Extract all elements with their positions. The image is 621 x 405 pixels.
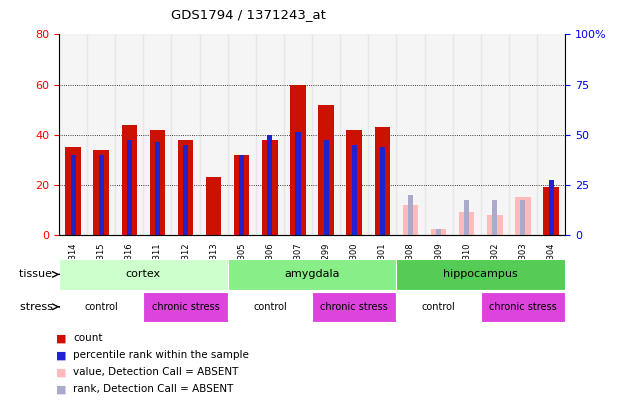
Text: ■: ■: [56, 384, 66, 394]
Bar: [284, 34, 312, 235]
Bar: [59, 259, 228, 290]
Bar: [65, 147, 81, 235]
Bar: [431, 229, 446, 235]
Bar: [548, 180, 553, 235]
Bar: [239, 155, 244, 235]
Bar: [312, 292, 396, 322]
Bar: [93, 150, 109, 235]
Bar: [459, 212, 474, 235]
Bar: [408, 195, 413, 235]
Bar: [262, 140, 278, 235]
Bar: [296, 132, 301, 235]
Bar: [319, 104, 334, 235]
Bar: [256, 34, 284, 235]
Bar: [396, 292, 481, 322]
Bar: [403, 205, 418, 235]
Bar: [396, 259, 565, 290]
Text: tissue: tissue: [19, 269, 56, 279]
Bar: [436, 229, 441, 235]
Text: count: count: [73, 333, 103, 343]
Bar: [127, 140, 132, 235]
Text: chronic stress: chronic stress: [489, 302, 557, 312]
Bar: [425, 34, 453, 235]
Bar: [543, 187, 559, 235]
Bar: [340, 34, 368, 235]
Bar: [520, 200, 525, 235]
Bar: [290, 85, 306, 235]
Bar: [59, 292, 143, 322]
Bar: [464, 200, 469, 235]
Bar: [481, 292, 565, 322]
Bar: [537, 34, 565, 235]
Bar: [368, 34, 396, 235]
Text: stress: stress: [19, 302, 56, 312]
Bar: [59, 34, 87, 235]
Bar: [234, 155, 250, 235]
Text: ■: ■: [56, 350, 66, 360]
Bar: [199, 34, 228, 235]
Bar: [324, 140, 329, 235]
Bar: [206, 177, 221, 235]
Text: GDS1794 / 1371243_at: GDS1794 / 1371243_at: [171, 8, 326, 21]
Text: ■: ■: [56, 333, 66, 343]
Text: chronic stress: chronic stress: [320, 302, 388, 312]
Text: rank, Detection Call = ABSENT: rank, Detection Call = ABSENT: [73, 384, 233, 394]
Bar: [515, 197, 531, 235]
Bar: [396, 34, 425, 235]
Bar: [374, 127, 390, 235]
Bar: [492, 200, 497, 235]
Text: ■: ■: [56, 367, 66, 377]
Text: amygdala: amygdala: [284, 269, 340, 279]
Bar: [380, 147, 385, 235]
Bar: [312, 34, 340, 235]
Bar: [178, 140, 193, 235]
Bar: [71, 155, 76, 235]
Bar: [150, 130, 165, 235]
Bar: [453, 34, 481, 235]
Text: control: control: [84, 302, 118, 312]
Bar: [122, 125, 137, 235]
Bar: [228, 34, 256, 235]
Bar: [99, 155, 104, 235]
Text: hippocampus: hippocampus: [443, 269, 518, 279]
Bar: [143, 292, 228, 322]
Text: percentile rank within the sample: percentile rank within the sample: [73, 350, 249, 360]
Text: cortex: cortex: [126, 269, 161, 279]
Bar: [268, 134, 273, 235]
Text: chronic stress: chronic stress: [152, 302, 219, 312]
Bar: [155, 142, 160, 235]
Text: control: control: [253, 302, 287, 312]
Bar: [509, 34, 537, 235]
Text: value, Detection Call = ABSENT: value, Detection Call = ABSENT: [73, 367, 238, 377]
Bar: [143, 34, 171, 235]
Bar: [183, 145, 188, 235]
Bar: [347, 130, 362, 235]
Bar: [351, 145, 356, 235]
Bar: [116, 34, 143, 235]
Bar: [487, 215, 502, 235]
Bar: [171, 34, 199, 235]
Bar: [481, 34, 509, 235]
Text: control: control: [422, 302, 455, 312]
Bar: [87, 34, 116, 235]
Bar: [228, 259, 396, 290]
Bar: [228, 292, 312, 322]
